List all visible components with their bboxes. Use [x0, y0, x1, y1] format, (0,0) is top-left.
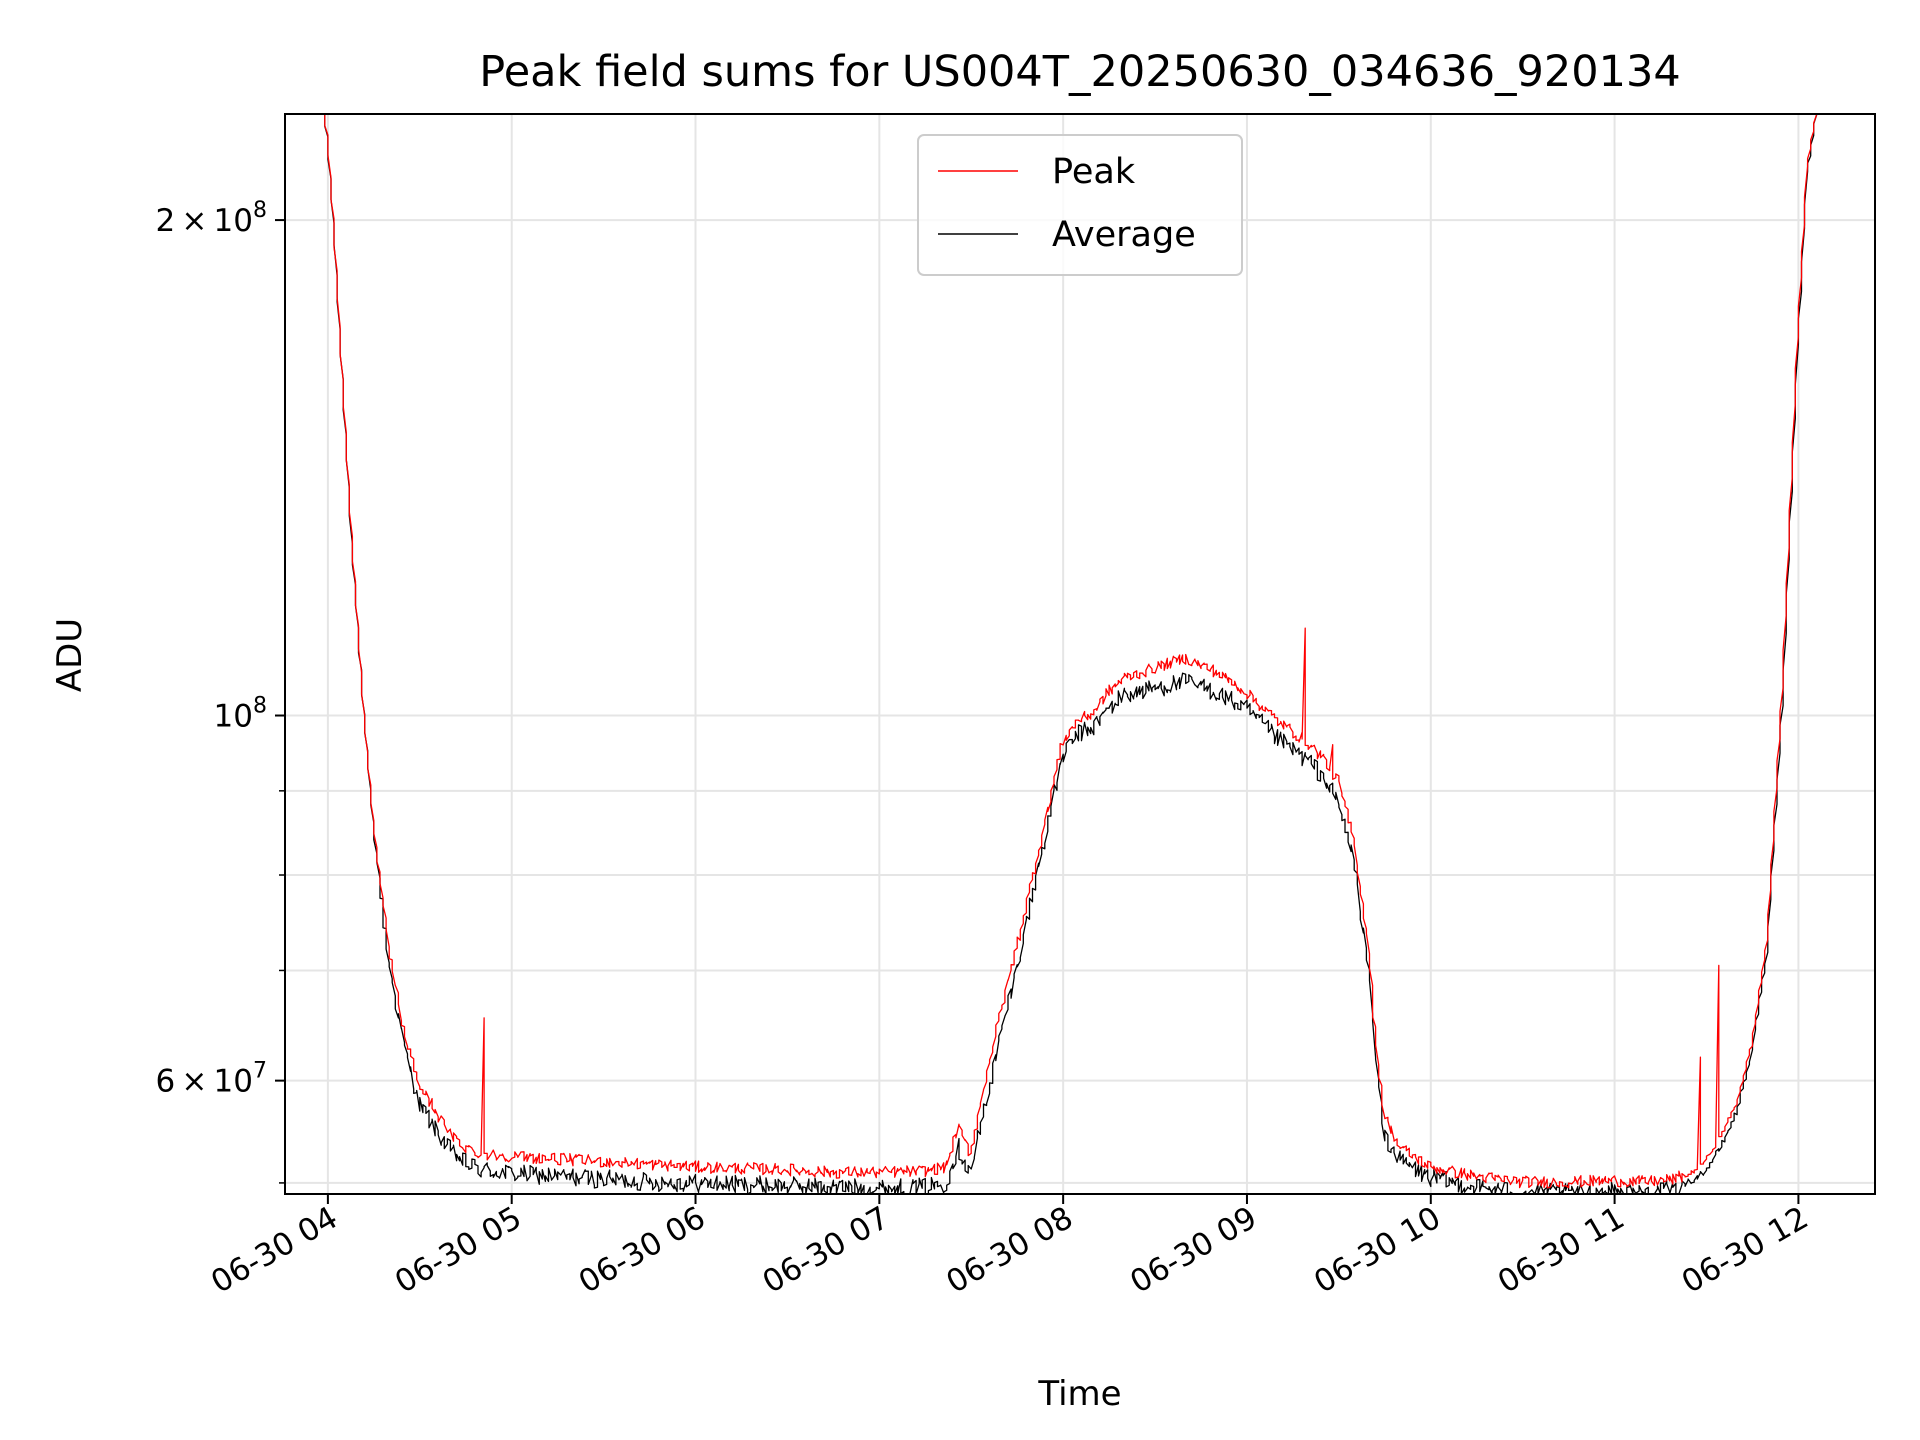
y-tick-label: 108	[214, 694, 267, 735]
legend: Peak Average	[917, 134, 1243, 276]
legend-label-peak: Peak	[1052, 152, 1136, 192]
series-layer	[324, 113, 1818, 1195]
y-axis: 6 × 107 108 2 × 108	[155, 198, 285, 1184]
plot-frame	[284, 113, 1876, 1195]
legend-box	[917, 134, 1243, 276]
grid	[285, 114, 1875, 1194]
y-axis-title: ADU	[50, 618, 90, 692]
series-line-average	[324, 114, 1818, 1195]
chart-title: Peak field sums for US004T_20250630_0346…	[479, 47, 1680, 97]
y-tick-label: 2 × 108	[155, 198, 267, 239]
y-tick-label: 6 × 107	[155, 1059, 267, 1100]
x-axis-title: Time	[1037, 1374, 1121, 1414]
series-line-peak	[324, 113, 1818, 1189]
legend-label-average: Average	[1052, 215, 1196, 255]
